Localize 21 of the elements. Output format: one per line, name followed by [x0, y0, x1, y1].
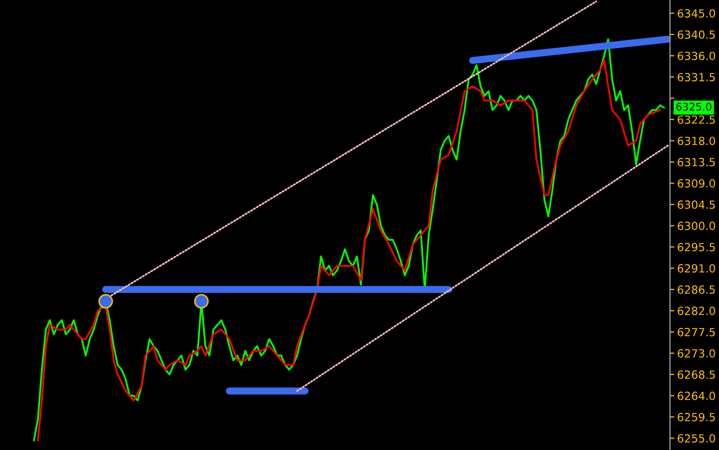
- y-tick-label: 6309.0: [678, 179, 716, 188]
- y-tick-label: 6345.0: [678, 9, 716, 18]
- y-tick-label: 6318.0: [678, 136, 716, 146]
- y-tick-label: 6331.5: [678, 72, 715, 82]
- y-tick-label: 6282.0: [678, 306, 716, 316]
- y-tick-label: 6295.5: [678, 242, 715, 252]
- y-tick-label: 6255.0: [678, 434, 716, 443]
- y-tick-label: 6322.5: [678, 115, 715, 124]
- y-tick-label: 6273.0: [678, 349, 716, 358]
- y-tick-label: 6336.0: [678, 52, 716, 60]
- y-tick-label: 6340.5: [678, 30, 715, 39]
- y-tick-label: 6268.5: [678, 370, 715, 379]
- y-tick-label: 6313.5: [678, 158, 715, 166]
- y-tick-label: 6286.5: [678, 285, 715, 294]
- y-tick-label: 6277.5: [678, 328, 715, 336]
- y-tick-label: 6304.5: [678, 200, 715, 209]
- y-tick-label: 6259.5: [678, 412, 715, 422]
- y-tick-label: 6264.0: [678, 392, 716, 400]
- text: 6325.0: [676, 102, 712, 111]
- y-tick-label: 6300.0: [678, 222, 716, 230]
- y-tick-label: 6291.0: [678, 264, 716, 273]
